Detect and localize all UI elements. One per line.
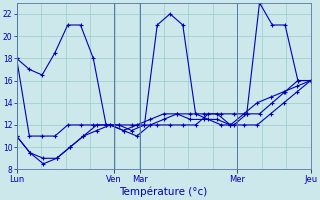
X-axis label: Température (°c): Température (°c) [119, 187, 208, 197]
